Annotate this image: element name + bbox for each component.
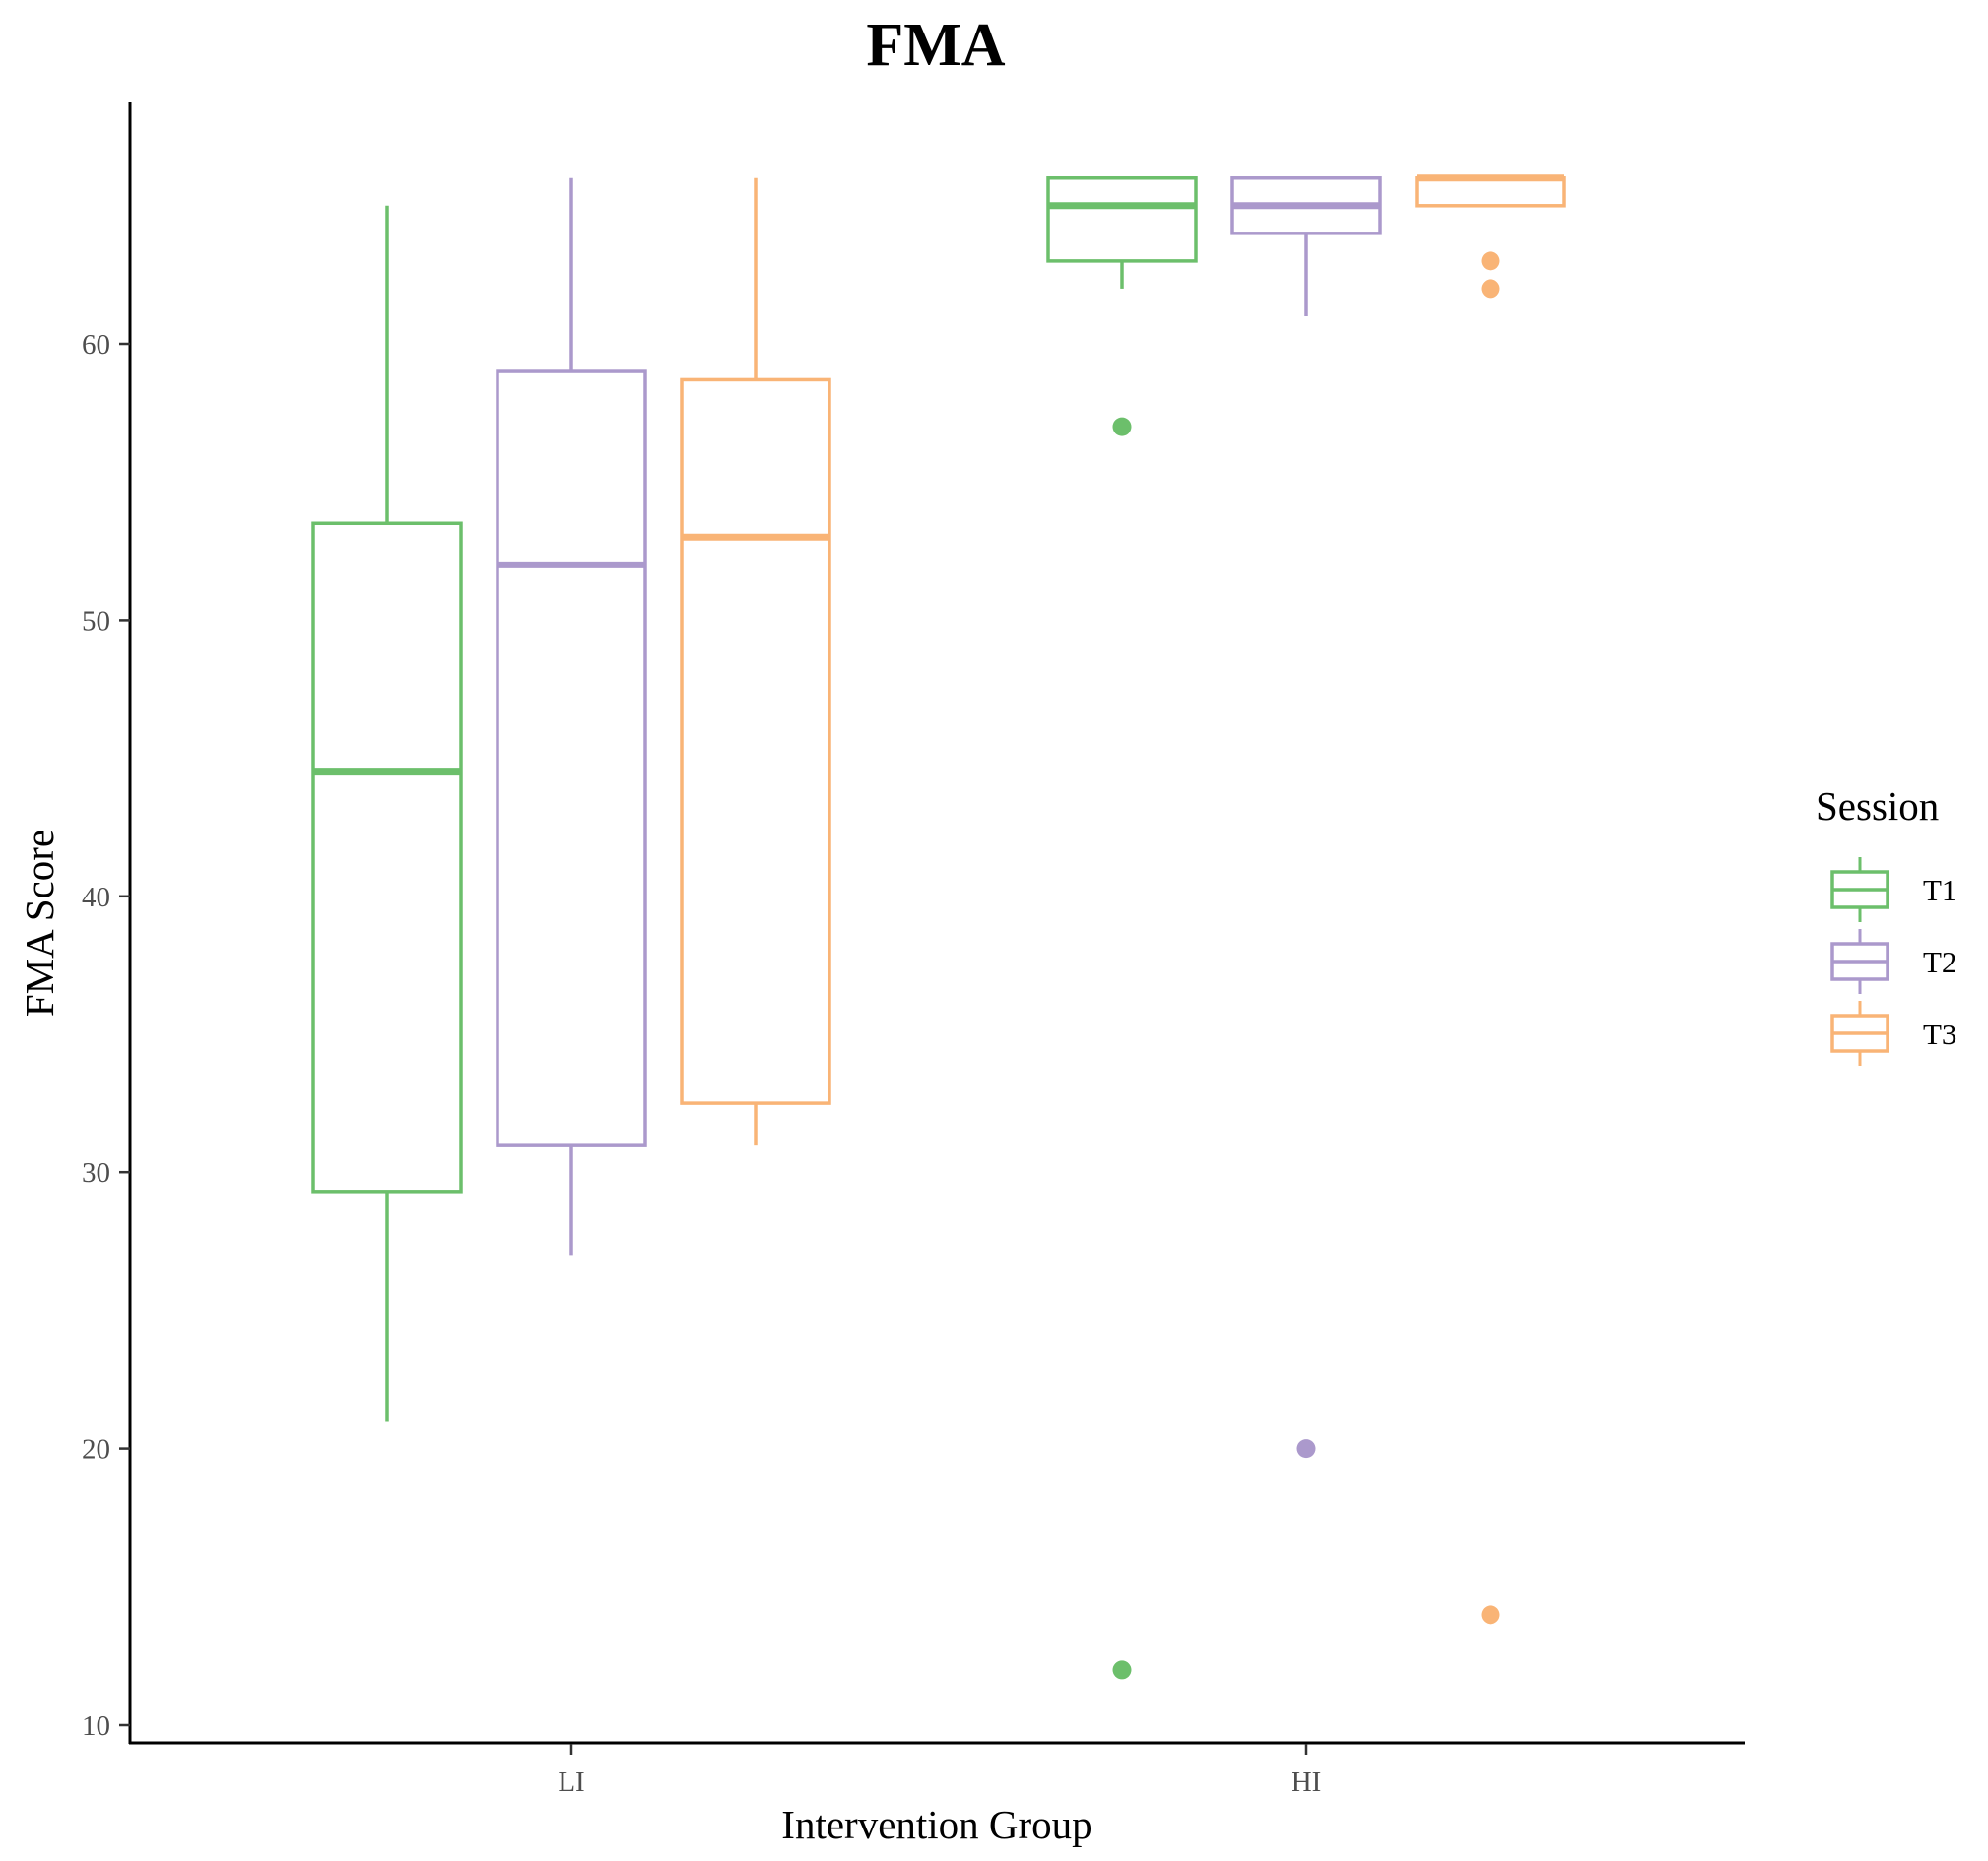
legend-keys: T1 T2 T3 [1830, 857, 1956, 1066]
boxplot-t1-hi-outlier [1112, 417, 1132, 436]
boxplot-t2-li [496, 177, 647, 1256]
boxplot-t3-hi-outlier [1481, 279, 1500, 299]
plot-area [311, 174, 1566, 1680]
x-axis-ticks: LI HI [558, 1744, 1321, 1798]
y-tick-label: 20 [82, 1434, 110, 1466]
x-tick-label: HI [1292, 1766, 1322, 1798]
boxplot-t3-hi [1415, 174, 1566, 1625]
boxplot-t1-hi-box [1046, 176, 1198, 263]
legend-title: Session [1816, 783, 1939, 829]
y-tick-label: 60 [82, 329, 110, 361]
boxplot-t2-li-box [496, 369, 647, 1147]
boxplot-t2-hi [1230, 176, 1382, 1459]
legend-label: T3 [1923, 1017, 1956, 1051]
legend-label: T2 [1923, 945, 1956, 979]
chart-title: FMA [866, 12, 1005, 79]
boxplot-t3-hi-box [1415, 176, 1566, 208]
boxplot-t1-hi-outlier [1112, 1660, 1132, 1680]
boxplot-t3-hi-outlier [1481, 1605, 1500, 1625]
x-tick-label: LI [558, 1766, 584, 1798]
boxplot-t3-li [680, 177, 831, 1146]
y-axis-ticks: 10 20 30 40 50 60 [82, 329, 130, 1742]
boxplot-t2-hi-outlier [1296, 1439, 1316, 1459]
legend: Session T1 T2 T3 [1816, 783, 1956, 1066]
boxplot-t3-hi-outlier [1481, 251, 1500, 271]
y-axis-title: FMA Score [17, 830, 62, 1017]
boxplot-t3-li-box [680, 377, 831, 1105]
y-tick-label: 10 [82, 1710, 110, 1742]
y-tick-label: 40 [82, 882, 110, 913]
legend-label: T1 [1923, 873, 1956, 907]
legend-item-t1: T1 [1830, 857, 1956, 922]
boxplot-t1-li [311, 205, 463, 1422]
y-tick-label: 30 [82, 1158, 110, 1189]
x-axis-title: Intervention Group [781, 1802, 1092, 1847]
legend-item-t3: T3 [1830, 1001, 1956, 1066]
boxplot-t1-hi [1046, 176, 1198, 1680]
legend-item-t2: T2 [1830, 929, 1956, 994]
boxplot-t1-li-box [311, 521, 463, 1194]
y-tick-label: 50 [82, 605, 110, 636]
